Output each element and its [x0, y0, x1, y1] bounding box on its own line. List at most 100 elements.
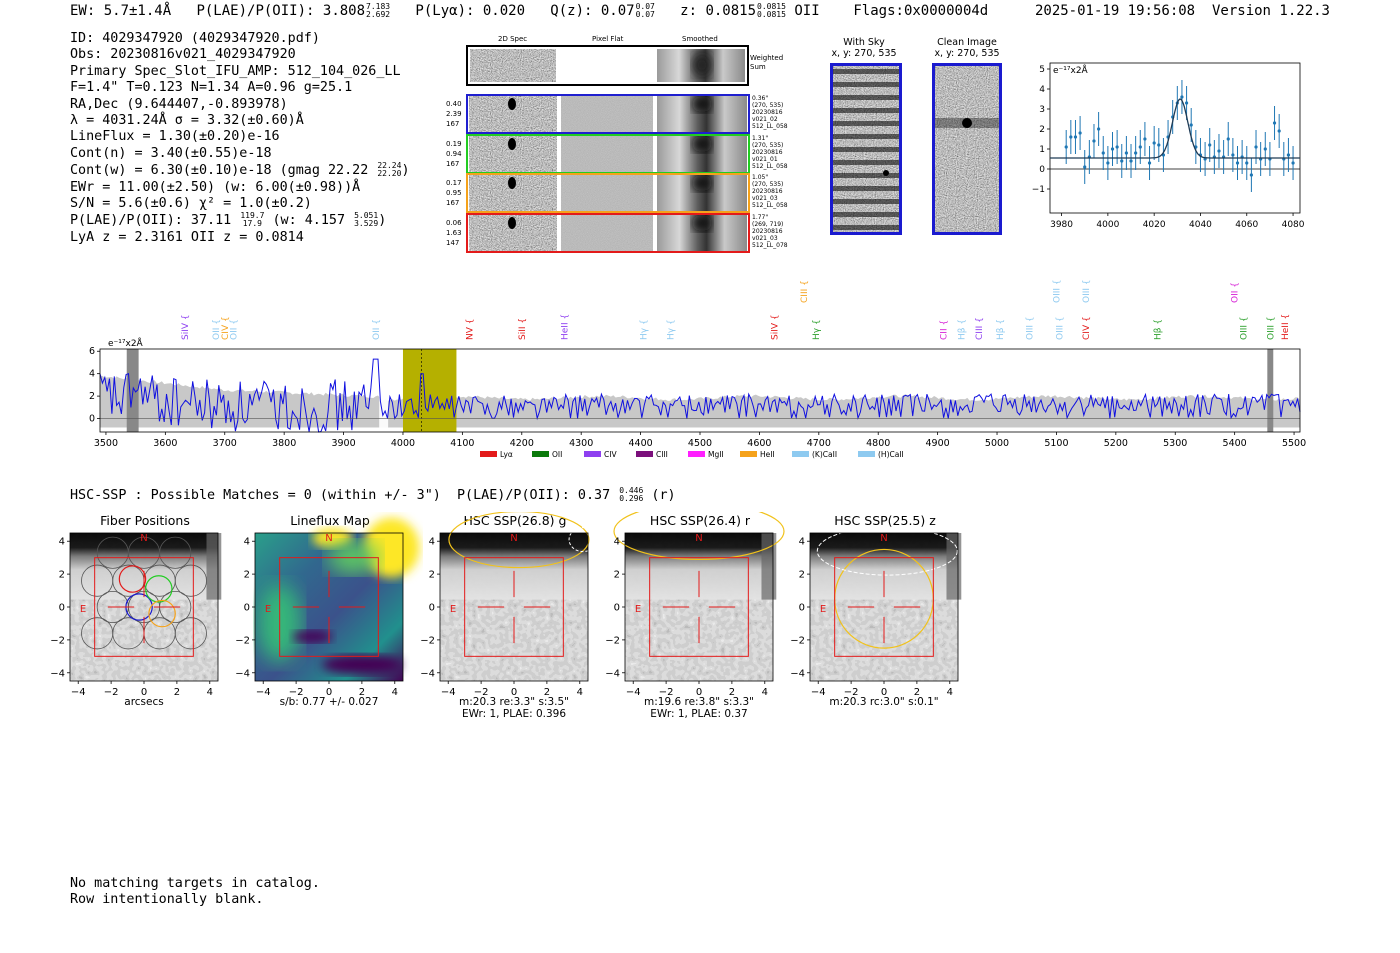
hsc-band: (r) — [651, 488, 676, 503]
with-sky-title: With Sky — [843, 37, 885, 48]
hsc-matches: HSC-SSP : Possible Matches = 0 (within +… — [70, 488, 441, 503]
svg-text:HeII: HeII — [760, 450, 775, 459]
hsc-ytick: 0 — [244, 603, 250, 614]
zoom-point — [1277, 129, 1281, 133]
hsc-ytick: 4 — [244, 537, 250, 548]
hsc-xtick: 4 — [762, 687, 768, 698]
legend-item: CIV — [584, 450, 617, 459]
hsc-panel-fibers: Fiber Positions N E −4 −4 −2 −2 0 0 2 2 4 4 arcsecs — [48, 512, 238, 722]
zoom-axes — [1049, 62, 1301, 214]
spectral-line-label: Hγ { — [812, 319, 822, 340]
hsc-xtick: 4 — [392, 687, 398, 698]
hsc-panel-caption: m:20.3 re:3.3" s:3.5" EWr: 1, PLAE: 0.396 — [459, 696, 569, 720]
zoom-point — [1217, 149, 1221, 153]
hsc-ytick: 0 — [799, 603, 805, 614]
hsc-xtick: 2 — [544, 687, 550, 698]
zoom-xtick: 4080 — [1282, 220, 1305, 230]
svg-text:CIV: CIV — [604, 450, 617, 459]
hsc-ytick: −2 — [50, 635, 65, 646]
north-label: N — [325, 533, 332, 544]
info-lineflux: LineFlux = 1.30(±0.20)e-16 — [70, 129, 280, 145]
hsc-ytick: 4 — [59, 537, 65, 548]
north-label: N — [140, 533, 147, 544]
spectral-line-label: OII { — [372, 319, 382, 340]
hsc-xtick: 0 — [511, 687, 517, 698]
east-label: E — [80, 604, 86, 615]
zoom-xtick: 4060 — [1235, 220, 1258, 230]
hsc-ytick: −4 — [790, 668, 805, 679]
spectral-line-label: Hγ { — [666, 319, 676, 340]
spectral-line-label: Hβ { — [957, 319, 967, 340]
spectrum-xtick: 3500 — [94, 438, 118, 449]
hsc-xtick: 2 — [174, 687, 180, 698]
zoom-point — [1231, 153, 1235, 157]
zoom-point — [1235, 161, 1240, 165]
cutout-row: 0.19 0.94 167 1.31" (270, 535) 20230816 v021_0… — [440, 133, 800, 174]
hsc-xtick: −4 — [811, 687, 826, 698]
hsc-ytick: 2 — [59, 570, 65, 581]
spectral-line-label: CIII { — [975, 317, 985, 340]
zoom-point — [1073, 135, 1078, 139]
zoom-point — [1097, 127, 1101, 131]
spectrum-xtick: 3800 — [272, 438, 296, 449]
zoom-point — [1138, 145, 1142, 149]
info-ewr: EWr = 11.00(±2.50) (w: 6.00(±0.98))Å — [70, 179, 361, 195]
z-line: OII — [794, 3, 820, 19]
zoom-xtick: 4040 — [1189, 220, 1212, 230]
info-params: F=1.4" T=0.123 N=1.34 A=0.96 g=25.1 — [70, 80, 353, 96]
col-label-pixelflat: Pixel Flat — [592, 35, 624, 43]
spectrum-xtick: 3900 — [331, 438, 355, 449]
hsc-panel-image: N E −4 −4 −2 −2 0 0 2 2 4 4 — [235, 517, 420, 698]
header-summary: EW: 5.7±1.4Å P(LAE)/P(OII): 3.808 7.183 2.… — [70, 2, 989, 20]
hsc-panel-title: HSC SSP(25.5) z — [834, 513, 936, 528]
north-label: N — [510, 533, 517, 544]
hsc-xtick: 0 — [141, 687, 147, 698]
hsc-ytick: 2 — [799, 570, 805, 581]
with-sky-coords: x, y: 270, 535 — [831, 48, 897, 59]
cutout-row-images — [466, 133, 750, 174]
weighted-sum-cutout — [466, 45, 749, 86]
zoom-xtick: 4000 — [1096, 220, 1119, 230]
col-label-smoothed: Smoothed — [682, 35, 718, 43]
zoom-point — [1263, 147, 1267, 151]
hsc-xtick: 2 — [359, 687, 365, 698]
footer-line-2: Row intentionally blank. — [70, 891, 264, 907]
spectrum-xtick: 5500 — [1282, 438, 1306, 449]
cutout-row-meta: 1.31" (270, 535) 20230816 v021_01 512_LL_058 — [752, 134, 788, 170]
hsc-ytick: 0 — [59, 603, 65, 614]
spectral-line-label: OIII { — [1266, 316, 1276, 340]
east-label: E — [450, 604, 456, 615]
north-label: N — [695, 533, 702, 544]
full-spectrum-chart: 0 2 4 6 3500 3600 3700 3800 3900 4000 4100 4200 4300… — [89, 279, 1306, 459]
spectral-line-label: Hγ { — [640, 319, 650, 340]
east-label: E — [635, 604, 641, 615]
spectrum-xtick: 4700 — [807, 438, 831, 449]
zoom-point — [1180, 95, 1184, 99]
cutout-row-meta: 0.36" (270, 535) 20230816 v021_02 512_LL_058 — [752, 95, 788, 130]
info-contn: Cont(n) = 3.40(±0.55)e-18 — [70, 145, 272, 161]
hsc-ytick: −4 — [235, 668, 250, 679]
hsc-panel-title: HSC SSP(26.8) g — [463, 513, 567, 528]
spectrum-xtick: 4900 — [926, 438, 950, 449]
legend-item: (H)CaII — [858, 450, 904, 459]
cutout-row-stats: 0.19 0.94 167 — [446, 139, 462, 168]
hsc-ytick: −2 — [605, 635, 620, 646]
zoom-ytick: 0 — [1039, 165, 1045, 175]
sky-images: With Sky x, y: 270, 535 Clean Image x, y… — [828, 37, 1008, 237]
hsc-plae: P(LAE)/P(OII): 0.37 — [456, 488, 611, 503]
legend-item: CIII — [636, 450, 668, 459]
spectrum-xtick: 4800 — [866, 438, 890, 449]
spectrum-ytick: 2 — [89, 391, 95, 402]
clean-image — [932, 63, 1002, 235]
cutout-row: 0.40 2.39 167 0.36" (270, 535) 20230816 v021_0… — [440, 94, 800, 134]
east-label: E — [820, 604, 826, 615]
zoom-point — [1092, 139, 1096, 143]
spectrum-ytick: 6 — [89, 346, 95, 357]
hsc-xtick: 4 — [207, 687, 213, 698]
info-sn: S/N = 5.6(±0.6) χ² = 1.0(±0.2) — [70, 196, 312, 212]
zoom-point — [1245, 161, 1249, 165]
cutout-row-images — [466, 94, 750, 134]
zoom-point — [1110, 147, 1115, 151]
zoom-ytick: 3 — [1039, 105, 1045, 115]
spectral-line-label: CIV { — [221, 316, 231, 340]
